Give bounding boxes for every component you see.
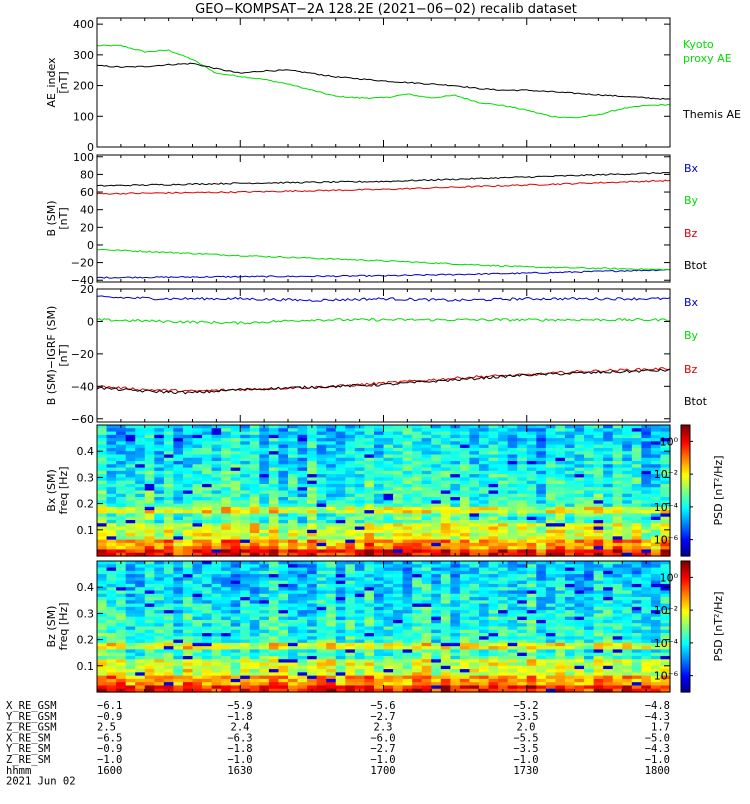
series-line-themis-ae [97, 63, 670, 99]
y-tick-label: 0.4 [77, 445, 95, 458]
series-line-bz [97, 368, 670, 392]
y-axis-label: [nT] [57, 207, 70, 229]
series-line-btot [97, 173, 670, 187]
series-line-by [97, 319, 670, 325]
y-tick-label: 400 [73, 18, 94, 31]
y-tick-label: −20 [71, 348, 94, 361]
y-tick-label: 0 [87, 315, 94, 328]
y-tick-label: 40 [80, 204, 94, 217]
y-tick-label: −20 [71, 257, 94, 270]
y-axis-label: freq [Hz] [57, 466, 70, 514]
series-line-by [97, 249, 670, 270]
legend-entry: Bx [684, 162, 699, 175]
y-tick-label: 20 [80, 221, 94, 234]
y-tick-label: 20 [80, 283, 94, 296]
legend-entry: Kyoto [683, 38, 714, 51]
legend-entry: Themis AE [682, 108, 741, 121]
legend-entry: By [684, 329, 699, 342]
series-line-btot [97, 369, 670, 394]
y-tick-label: 100 [73, 151, 94, 164]
legend-entry: Bx [684, 296, 699, 309]
series-line-bz [97, 180, 670, 194]
y-tick-label: 0.3 [77, 471, 95, 484]
y-tick-label: −40 [71, 380, 94, 393]
y-tick-label: −60 [71, 413, 94, 426]
y-tick-label: 100 [73, 110, 94, 123]
spectrogram-bx-psd [97, 425, 671, 557]
colorbar-label: PSD [nT²/Hz] [712, 455, 725, 525]
figure-title: GEO−KOMPSAT−2A 128.2E (2021−06−02) recal… [195, 2, 577, 17]
colorbar-tick-label: 10⁻⁴ [654, 501, 679, 514]
axes-frame [97, 155, 670, 282]
series-line-bx [97, 296, 670, 301]
colorbar-tick-label: 10⁰ [660, 435, 679, 448]
colorbar-tick-label: 10⁻² [654, 468, 678, 481]
legend-entry: Bz [684, 363, 698, 376]
y-tick-label: 300 [73, 49, 94, 62]
y-tick-label: 60 [80, 186, 94, 199]
legend-entry: proxy AE [683, 52, 732, 65]
legend-entry: Btot [684, 259, 708, 272]
y-tick-label: 200 [73, 80, 94, 93]
y-axis-label: [nT] [57, 71, 70, 93]
y-tick-label: 0.2 [77, 498, 95, 511]
y-tick-label: 0 [87, 239, 94, 252]
y-tick-label: 0.1 [77, 524, 95, 537]
spectrogram-bz-psd [97, 561, 671, 693]
legend-entry: By [684, 194, 699, 207]
axes-frame [97, 289, 670, 422]
y-axis-label: [nT] [57, 344, 70, 366]
y-tick-label: 80 [80, 168, 94, 181]
legend-entry: Bz [684, 227, 698, 240]
legend-entry: Btot [684, 395, 708, 408]
colorbar-tick-label: 10⁻⁶ [654, 534, 679, 547]
axes-frame [97, 18, 670, 147]
